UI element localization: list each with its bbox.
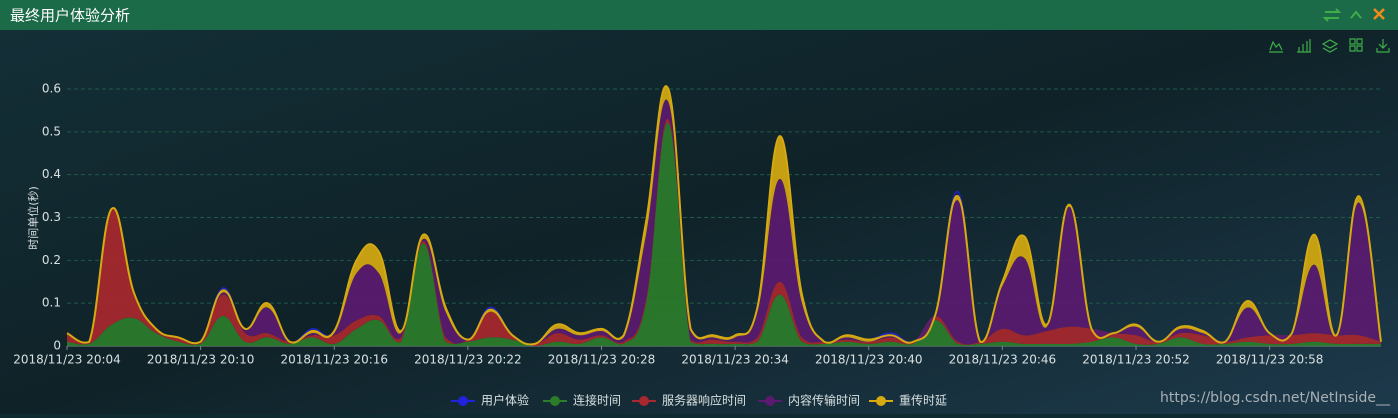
x-tick-label: 2018/11/23 20:22: [414, 353, 522, 367]
legend-symbol: [458, 396, 468, 406]
x-tick-label: 2018/11/23 20:40: [815, 353, 923, 367]
legend-label: 内容传输时间: [788, 393, 860, 408]
legend-symbol: [876, 396, 886, 406]
watermark: https://blog.csdn.net/NetInside__: [1160, 390, 1391, 406]
stack-icon[interactable]: [1321, 39, 1339, 53]
x-tick-label: 2018/11/23 20:34: [681, 353, 789, 367]
header-controls[interactable]: [1322, 8, 1385, 22]
legend-item[interactable]: 服务器响应时间: [632, 393, 746, 408]
legend-label: 用户体验: [481, 393, 529, 408]
bar-icon[interactable]: [1297, 39, 1311, 53]
collapse-icon[interactable]: [1350, 10, 1362, 19]
x-tick-label: 2018/11/23 20:58: [1216, 353, 1324, 367]
y-tick-label: 0.5: [42, 124, 61, 138]
legend-label: 重传时延: [899, 393, 947, 408]
legend-item[interactable]: 重传时延: [869, 393, 947, 408]
area-band: [67, 99, 1381, 345]
legend-label: 服务器响应时间: [662, 393, 746, 408]
swap-icon[interactable]: [1322, 8, 1342, 22]
x-tick-label: 2018/11/23 20:28: [548, 353, 656, 367]
y-tick-label: 0.3: [42, 210, 61, 224]
legend-label: 连接时间: [573, 393, 621, 408]
y-tick-label: 0: [53, 339, 61, 353]
x-tick-label: 2018/11/23 20:10: [147, 353, 255, 367]
legend-symbol: [765, 396, 775, 406]
y-tick-label: 0.6: [42, 82, 61, 96]
y-tick-label: 0.2: [42, 253, 61, 267]
legend-item[interactable]: 连接时间: [543, 393, 621, 408]
x-tick-label: 2018/11/23 20:52: [1082, 353, 1190, 367]
legend-symbol: [550, 396, 560, 406]
plot: [66, 85, 1382, 346]
y-tick-label: 0.4: [42, 167, 61, 181]
legend-symbol: [639, 396, 649, 406]
close-icon[interactable]: [1373, 8, 1385, 20]
legend-item[interactable]: 内容传输时间: [758, 393, 860, 408]
tiled-icon[interactable]: [1349, 38, 1363, 52]
x-tick-label: 2018/11/23 20:04: [13, 353, 121, 367]
header-title: 最终用户体验分析: [10, 7, 130, 25]
save-icon[interactable]: [1376, 39, 1390, 53]
line-icon[interactable]: [1269, 40, 1283, 53]
header-bar: [0, 0, 1398, 30]
y-tick-label: 0.1: [42, 296, 61, 310]
area-outline: [66, 85, 1382, 346]
legend-item[interactable]: 用户体验: [451, 393, 529, 408]
x-tick-label: 2018/11/23 20:16: [280, 353, 388, 367]
x-tick-label: 2018/11/23 20:46: [949, 353, 1057, 367]
toolbox[interactable]: [1269, 38, 1390, 53]
y-axis-label: 时间单位(秒): [26, 186, 40, 250]
